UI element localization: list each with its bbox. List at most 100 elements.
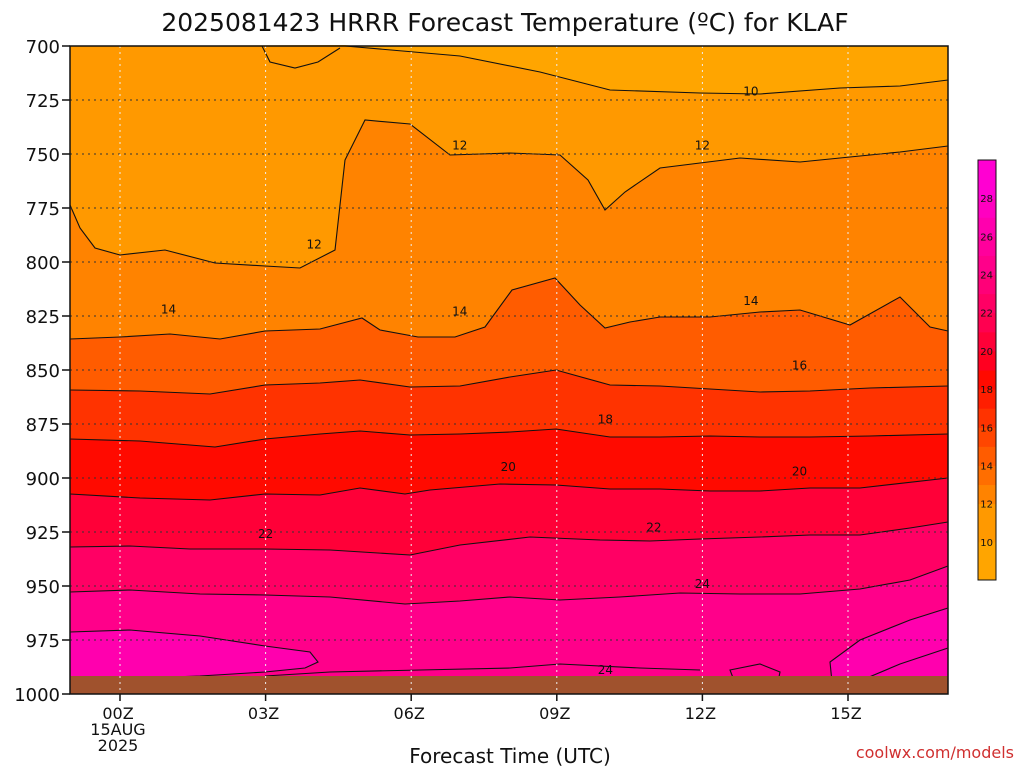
contour-label-text: 14 <box>161 303 176 317</box>
x-tick-label: 09Z <box>539 704 570 723</box>
plot-area <box>69 45 949 694</box>
contour-label: 12 <box>306 238 321 252</box>
colorbar-segment <box>978 408 996 428</box>
colorbar-segment <box>978 293 996 314</box>
contour-label: 14 <box>452 305 467 319</box>
contour-24 <box>69 565 949 605</box>
band-lt-10 <box>70 45 948 94</box>
colorbar-segment <box>978 274 996 295</box>
contour-label: 10 <box>743 84 758 98</box>
colorbar-segment <box>978 331 996 352</box>
colorbar-tick-label: 12 <box>980 500 993 511</box>
colorbar-tick-label: 20 <box>980 347 993 358</box>
contour-label: 20 <box>792 465 807 479</box>
x-tick-label: 12Z <box>685 704 716 723</box>
contour-22 <box>69 521 949 556</box>
colorbar-segment <box>978 465 996 486</box>
colorbar-segment <box>978 255 996 276</box>
y-tick-label: 875 <box>26 415 60 436</box>
x-axis-label: Forecast Time (UTC) <box>409 744 611 768</box>
x-tick-label: 03Z <box>248 704 279 723</box>
contour-18 <box>69 428 949 448</box>
y-tick-label: 950 <box>26 577 60 598</box>
contour-label-text: 14 <box>743 294 758 308</box>
colorbar-tick-label: 28 <box>980 194 993 205</box>
colorbar-segment <box>978 427 996 447</box>
y-tick-label: 900 <box>26 469 60 490</box>
contour-label: 20 <box>501 460 516 474</box>
colorbar-frame <box>977 159 997 581</box>
x-tick-label: 2025 <box>98 736 139 755</box>
contour-label-text: 10 <box>743 84 758 98</box>
colorbar-segment <box>978 217 996 237</box>
y-axis: 700 725 750 775 800 825 850 875 900 925 950 975 1000 <box>14 37 70 706</box>
contour-label-text: 12 <box>695 138 710 152</box>
colorbar-segment <box>978 312 996 333</box>
contour-label-text: 12 <box>306 238 321 252</box>
contour-label: 22 <box>258 527 273 541</box>
y-tick-label: 800 <box>26 253 60 274</box>
contour-16 <box>69 369 949 395</box>
colorbar-tick-label: 24 <box>980 271 993 282</box>
contour-label: 24 <box>598 663 613 677</box>
contour-labels: 10 12 12 12 14 14 14 16 18 20 20 22 22 24 24 <box>161 84 807 677</box>
contour-label-text: 20 <box>501 460 516 474</box>
contour-label: 14 <box>743 294 758 308</box>
colorbar-segment <box>978 350 996 371</box>
colorbar-tick-label: 22 <box>980 309 993 320</box>
contour-10-upper <box>261 45 341 69</box>
surface-ground-mid <box>300 680 948 694</box>
y-tick-label: 775 <box>26 199 60 220</box>
y-tick-label: 750 <box>26 145 60 166</box>
colorbar-segment <box>978 160 996 199</box>
contour-label-text: 16 <box>792 359 807 373</box>
colorbar-segment <box>978 484 996 505</box>
contour-12 <box>69 119 949 269</box>
colorbar-tick-label: 26 <box>980 232 993 243</box>
colorbar-tick-label: 10 <box>980 538 993 549</box>
contour-label-text: 20 <box>792 465 807 479</box>
contour-label: 16 <box>792 359 807 373</box>
contour-label-text: 18 <box>598 413 613 427</box>
colorbar-tick-label: 14 <box>980 461 993 472</box>
colorbar-segment <box>978 236 996 256</box>
colorbar-segment <box>978 446 996 466</box>
colorbar-segment <box>978 541 996 581</box>
y-tick-label: 850 <box>26 361 60 382</box>
credit-text: coolwx.com/models <box>856 743 1014 762</box>
x-tick-label: 15AUG <box>90 720 145 739</box>
contour-label: 12 <box>452 138 467 152</box>
chart-title: 2025081423 HRRR Forecast Temperature (ºC… <box>161 8 848 37</box>
contour-label: 24 <box>695 577 710 591</box>
contour-label-text: 22 <box>646 521 661 535</box>
contour-label-text: 14 <box>452 305 467 319</box>
contour-10 <box>344 45 949 95</box>
grid-lines <box>70 46 948 694</box>
contour-label-text: 24 <box>695 577 710 591</box>
contour-25-low <box>264 663 701 677</box>
contour-14 <box>69 277 949 340</box>
colorbar-segment <box>978 198 996 218</box>
contour-20 <box>69 477 949 501</box>
contour-26-right <box>829 607 949 683</box>
colorbar-segment <box>978 503 996 543</box>
band-fill-warm-2 <box>830 608 948 694</box>
colorbar: 10 12 14 16 18 20 22 24 26 28 <box>977 159 997 581</box>
y-tick-label: 725 <box>26 91 60 112</box>
contour-label: 14 <box>161 303 176 317</box>
x-tick-label: 06Z <box>394 704 425 723</box>
contour-label: 12 <box>695 138 710 152</box>
y-tick-label: 975 <box>26 631 60 652</box>
x-tick-label: 15Z <box>830 704 861 723</box>
y-tick-label: 700 <box>26 37 60 58</box>
contour-label-text: 22 <box>258 527 273 541</box>
x-tick-label: 00Z <box>102 704 133 723</box>
colorbar-tick-label: 16 <box>980 423 993 434</box>
colorbar-segment <box>978 370 996 390</box>
contour-label-text: 12 <box>452 138 467 152</box>
y-tick-label: 1000 <box>14 685 60 706</box>
colorbar-tick-label: 18 <box>980 385 993 396</box>
contour-label: 18 <box>598 413 613 427</box>
